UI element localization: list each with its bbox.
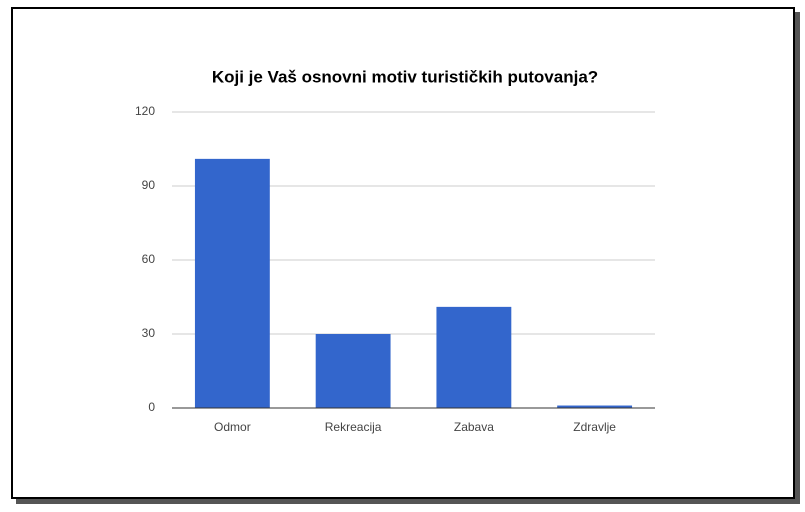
x-tick-label: Zdravlje [573,420,616,434]
y-tick-label: 0 [148,400,155,414]
x-tick-label: Zabava [454,420,494,434]
frame [11,7,795,499]
bar [436,306,512,408]
y-tick-label: 120 [135,104,155,118]
x-tick-label: Rekreacija [325,420,382,434]
x-tick-label: Odmor [214,420,251,434]
bar [557,405,633,408]
bar [315,334,391,408]
y-tick-label: 30 [142,326,156,340]
y-tick-label: 60 [142,252,156,266]
chart-title: Koji je Vaš osnovni motiv turističkih pu… [212,67,598,86]
bar [194,158,270,408]
y-tick-label: 90 [142,178,156,192]
